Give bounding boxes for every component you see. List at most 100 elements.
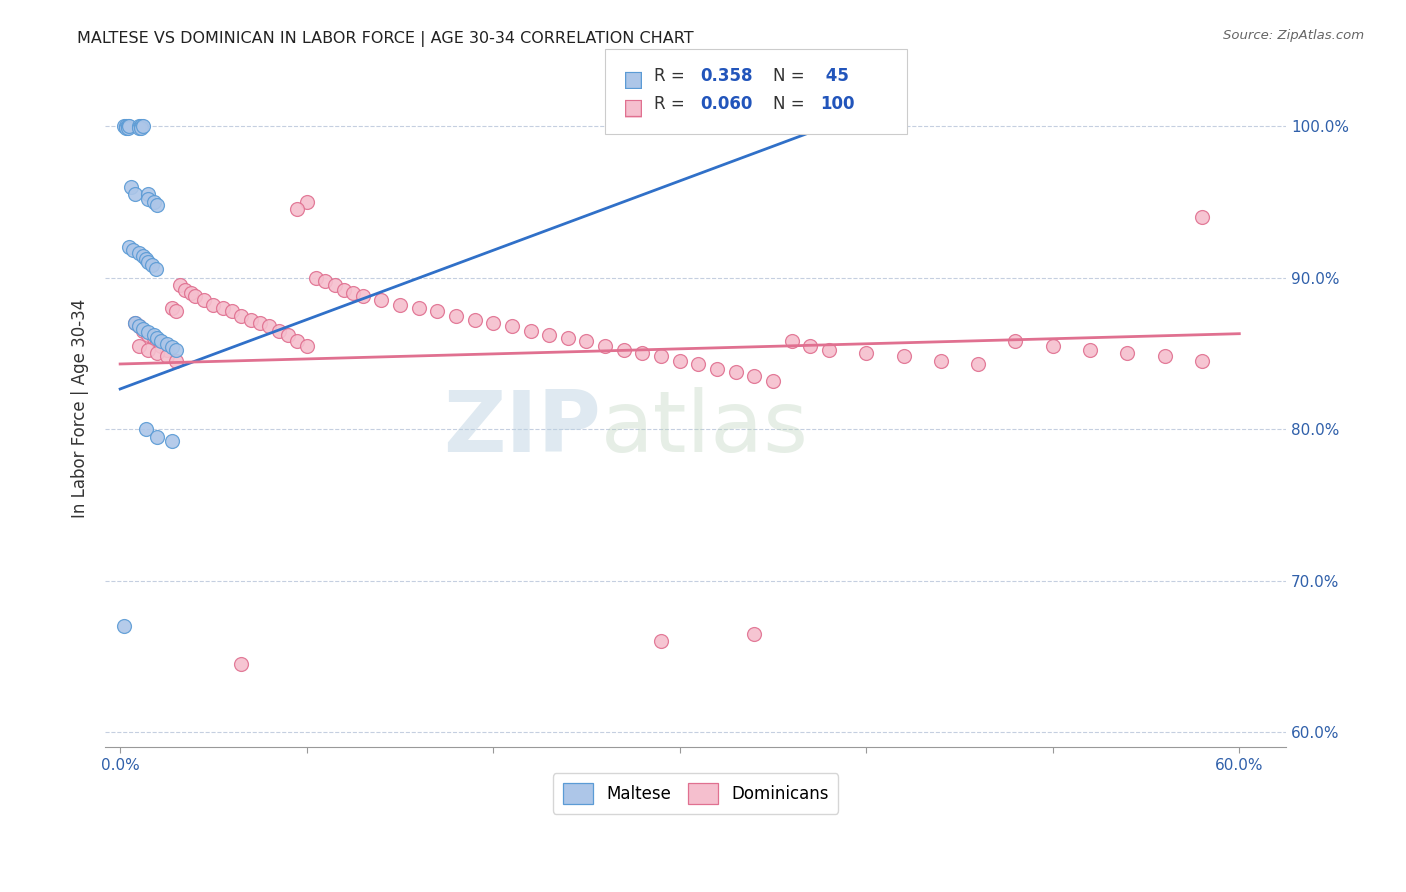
- Point: [1078, 343, 1101, 358]
- Text: ZIP: ZIP: [443, 387, 602, 470]
- Point: [146, 346, 169, 360]
- Point: [146, 331, 169, 345]
- Point: [135, 422, 157, 436]
- Point: [444, 309, 467, 323]
- Point: [249, 316, 271, 330]
- Point: [668, 354, 690, 368]
- Point: [124, 187, 146, 202]
- Point: [169, 278, 191, 293]
- Point: [142, 331, 165, 345]
- Point: [855, 346, 877, 360]
- Text: ■: ■: [623, 98, 644, 118]
- Point: [128, 120, 150, 135]
- Point: [724, 365, 747, 379]
- Point: [156, 350, 179, 364]
- Point: [370, 293, 392, 308]
- Point: [162, 301, 184, 315]
- Point: [613, 343, 636, 358]
- Point: [1004, 334, 1026, 349]
- Point: [744, 369, 766, 384]
- Point: [129, 120, 152, 135]
- Point: [124, 316, 146, 330]
- Point: [1153, 350, 1175, 364]
- Point: [156, 343, 179, 358]
- Point: [118, 119, 141, 133]
- Point: [165, 304, 187, 318]
- Point: [135, 252, 157, 267]
- Point: [141, 259, 163, 273]
- Point: [128, 319, 150, 334]
- Point: [117, 120, 139, 135]
- Point: [967, 357, 990, 371]
- Point: [519, 324, 541, 338]
- Point: [162, 340, 184, 354]
- Point: [464, 313, 486, 327]
- Point: [131, 324, 153, 338]
- Point: [193, 293, 215, 308]
- Text: MALTESE VS DOMINICAN IN LABOR FORCE | AGE 30-34 CORRELATION CHART: MALTESE VS DOMINICAN IN LABOR FORCE | AG…: [77, 31, 695, 47]
- Point: [744, 626, 766, 640]
- Point: [145, 261, 167, 276]
- Point: [142, 194, 165, 209]
- Point: [129, 119, 152, 133]
- Point: [482, 316, 505, 330]
- Point: [136, 255, 159, 269]
- Text: atlas: atlas: [602, 387, 808, 470]
- Point: [277, 328, 299, 343]
- Text: R =: R =: [654, 95, 690, 113]
- Text: R =: R =: [654, 67, 690, 85]
- Text: 0.358: 0.358: [700, 67, 752, 85]
- Text: 100: 100: [820, 95, 855, 113]
- Point: [1191, 210, 1213, 224]
- Point: [112, 619, 135, 633]
- Point: [342, 285, 364, 300]
- Point: [388, 298, 411, 312]
- Point: [295, 339, 318, 353]
- Point: [305, 270, 328, 285]
- Text: N =: N =: [773, 67, 810, 85]
- Point: [285, 334, 308, 349]
- Point: [631, 346, 654, 360]
- Point: [706, 361, 728, 376]
- Point: [221, 304, 243, 318]
- Point: [165, 343, 187, 358]
- Point: [818, 343, 841, 358]
- Point: [117, 119, 139, 133]
- Point: [136, 192, 159, 206]
- Text: 0.060: 0.060: [700, 95, 752, 113]
- Point: [180, 285, 202, 300]
- Point: [501, 319, 523, 334]
- Point: [136, 187, 159, 202]
- Point: [131, 119, 153, 133]
- Point: [538, 328, 561, 343]
- Point: [893, 350, 915, 364]
- Point: [146, 334, 169, 349]
- Point: [122, 244, 145, 258]
- Point: [557, 331, 579, 345]
- Point: [837, 119, 859, 133]
- Point: [114, 120, 136, 135]
- Point: [231, 657, 253, 671]
- Point: [1191, 354, 1213, 368]
- Point: [128, 246, 150, 260]
- Text: ■: ■: [623, 70, 644, 89]
- Text: Source: ZipAtlas.com: Source: ZipAtlas.com: [1223, 29, 1364, 42]
- Point: [150, 334, 173, 349]
- Text: N =: N =: [773, 95, 810, 113]
- Point: [174, 283, 197, 297]
- Point: [136, 343, 159, 358]
- Point: [259, 319, 281, 334]
- Point: [184, 289, 207, 303]
- Point: [142, 328, 165, 343]
- Point: [1116, 346, 1139, 360]
- Point: [267, 324, 290, 338]
- Y-axis label: In Labor Force | Age 30-34: In Labor Force | Age 30-34: [72, 298, 89, 517]
- Point: [165, 354, 187, 368]
- Point: [146, 198, 169, 212]
- Point: [128, 119, 150, 133]
- Point: [131, 322, 153, 336]
- Text: □: □: [623, 70, 644, 89]
- Point: [118, 240, 141, 254]
- Point: [426, 304, 449, 318]
- Point: [131, 249, 153, 263]
